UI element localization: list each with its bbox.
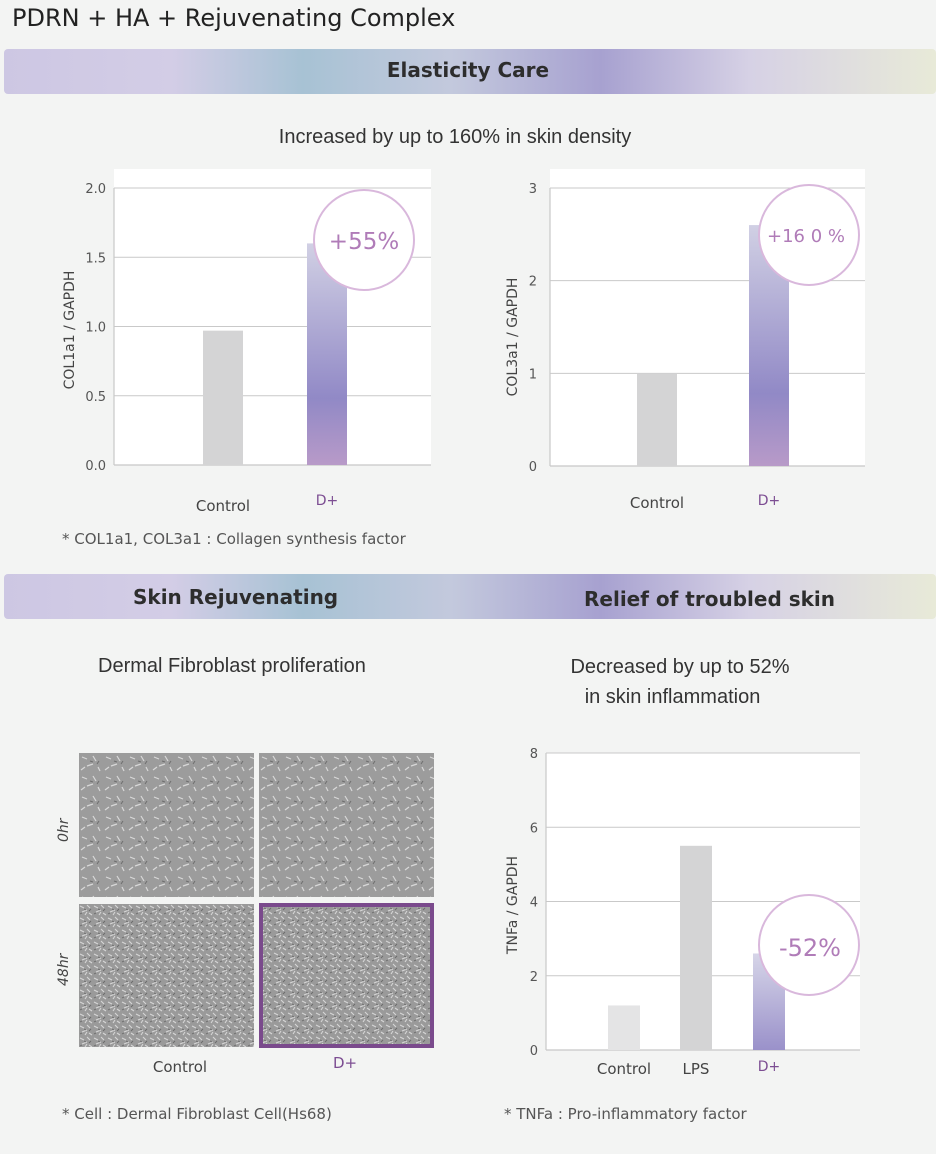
x-tick-label: Control — [196, 497, 250, 515]
y-tick-label: 2 — [530, 970, 538, 985]
page-title: PDRN + HA + Rejuvenating Complex — [12, 4, 456, 32]
callout-circle — [758, 184, 860, 286]
relief-subtitle-line2: in skin inflammation — [584, 686, 761, 708]
relief-title: Relief of troubled skin — [584, 587, 836, 611]
micrograph-control-48hr — [79, 904, 254, 1047]
elasticity-care-banner — [4, 49, 936, 94]
y-axis-label: COL3a1 / GAPDH — [505, 278, 521, 397]
callout-circle — [313, 189, 415, 291]
y-tick-label: 2.0 — [85, 182, 106, 197]
y-tick-label: 0.5 — [85, 390, 106, 405]
y-tick-label: 2 — [529, 275, 537, 290]
callout-label: +16 0 % — [767, 226, 845, 247]
y-tick-label: 1 — [529, 367, 537, 382]
y-tick-label: 1.0 — [85, 321, 106, 336]
bar-lps — [680, 845, 712, 1050]
chart-col3a1: 0 1 2 3 Control D+ COL3a1 / GAPDH +16 0 % — [505, 169, 865, 512]
micrograph-dplus-48hr — [259, 903, 434, 1048]
bar-control — [608, 1005, 640, 1050]
x-tick-label: Control — [630, 494, 684, 512]
rejuvenating-footnote: * Cell : Dermal Fibroblast Cell(Hs68) — [62, 1105, 332, 1123]
chart-col1a1: 0.0 0.5 1.0 1.5 2.0 Control D+ COL1a1 / GAPDH… — [62, 169, 431, 515]
callout-circle — [758, 894, 860, 996]
y-tick-label: 0.0 — [85, 459, 106, 474]
y-tick-label: 8 — [530, 747, 538, 762]
y-tick-label: 3 — [529, 182, 537, 197]
x-tick-label: D+ — [316, 493, 339, 509]
micrograph-dplus-0hr — [259, 753, 434, 897]
rejuvenating-subtitle: Dermal Fibroblast proliferation — [98, 655, 366, 677]
y-tick-label: 1.5 — [85, 251, 106, 266]
relief-subtitle-line1: Decreased by up to 52% — [570, 656, 790, 678]
x-tick-label: LPS — [683, 1060, 710, 1078]
y-axis-label: COL1a1 / GAPDH — [62, 271, 78, 390]
callout-label: +55% — [329, 229, 399, 255]
y-tick-label: 0 — [530, 1044, 538, 1059]
skin-rejuvenating-title: Skin Rejuvenating — [133, 585, 339, 609]
chart-tnfa: 0 2 4 6 8 Control LPS D+ TNFa / GAPDH -52% — [505, 747, 860, 1078]
x-tick-label: D+ — [758, 1059, 781, 1075]
elasticity-care-title: Elasticity Care — [386, 58, 550, 82]
row-label-0hr: 0hr — [56, 818, 72, 842]
elasticity-footnote: * COL1a1, COL3a1 : Collagen synthesis fa… — [62, 530, 406, 548]
micrograph-control-0hr — [79, 753, 254, 897]
relief-footnote: * TNFa : Pro-inflammatory factor — [504, 1105, 747, 1123]
x-tick-label: D+ — [758, 493, 781, 509]
bar-control — [203, 330, 243, 465]
x-tick-label: Control — [597, 1060, 651, 1078]
col-label-control: Control — [152, 1058, 208, 1076]
y-tick-label: 4 — [530, 896, 538, 911]
y-tick-label: 6 — [530, 821, 538, 836]
elasticity-subtitle: Increased by up to 160% in skin density — [278, 126, 632, 148]
col-label-dplus: D+ — [332, 1054, 358, 1072]
row-label-48hr: 48hr — [56, 953, 72, 986]
rejuvenating-relief-banner — [4, 574, 936, 619]
y-tick-label: 0 — [529, 460, 537, 475]
bar-control — [637, 373, 677, 466]
y-axis-label: TNFa / GAPDH — [505, 856, 521, 955]
callout-label: -52% — [779, 934, 841, 962]
